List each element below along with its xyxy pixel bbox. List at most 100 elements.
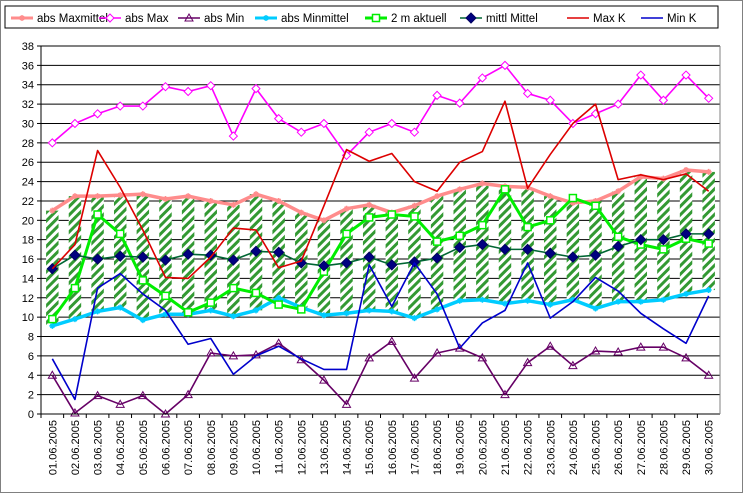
legend-item-abs-max: abs Max [99, 13, 169, 25]
point-abs-max [138, 101, 148, 111]
series-2-m-aktuell [48, 185, 713, 324]
point-abs-max [658, 95, 669, 105]
point-abs-minmittel [139, 317, 146, 324]
x-tick-label: 16.06.2005 [387, 420, 399, 475]
point-abs-maxmittel [298, 209, 305, 216]
y-tick-label: 8 [28, 332, 34, 344]
point-mittl-mittel [454, 241, 466, 254]
point-mittl-mittel [589, 249, 602, 261]
legend-item-abs-maxmittel: abs Maxmittel [11, 13, 108, 25]
point-abs-maxmittel [117, 192, 124, 199]
series-line-abs-minmittel [51, 288, 709, 328]
point-2-m-aktuell [342, 229, 351, 239]
point-abs-minmittel [547, 301, 554, 308]
y-tick-label: 14 [22, 273, 34, 285]
point-mittl-mittel [544, 247, 556, 259]
point-mittl-mittel [680, 228, 692, 240]
point-2-m-aktuell [183, 308, 193, 317]
point-mittl-mittel [499, 243, 511, 256]
point-abs-maxmittel [185, 193, 192, 200]
point-mittl-mittel [69, 249, 81, 261]
legend-swatch-marker [263, 15, 269, 21]
legend-swatch-marker [465, 12, 477, 24]
point-2-m-aktuell [387, 210, 397, 219]
y-tick-label: 24 [22, 177, 34, 189]
point-abs-min [590, 346, 601, 355]
point-abs-maxmittel [162, 196, 169, 203]
legend-label: mittl Mittel [486, 13, 538, 25]
point-abs-max [387, 118, 397, 129]
point-abs-max [319, 118, 329, 129]
point-mittl-mittel [521, 243, 534, 256]
point-mittl-mittel [476, 238, 489, 251]
point-abs-min [183, 389, 193, 399]
x-tick-label: 24.06.2005 [568, 420, 580, 475]
point-2-m-aktuell [478, 220, 487, 230]
point-abs-min [613, 347, 624, 356]
point-abs-minmittel [592, 305, 599, 312]
point-abs-min [522, 357, 533, 367]
point-abs-min [500, 389, 510, 399]
y-tick-label: 6 [28, 351, 34, 363]
point-abs-min [545, 341, 556, 350]
point-abs-min [681, 352, 691, 362]
point-abs-max [206, 80, 216, 91]
x-tick-label: 01.06.2005 [47, 420, 59, 475]
point-2-m-aktuell [410, 212, 419, 221]
legend-label: abs Maxmittel [37, 13, 108, 25]
point-mittl-mittel [386, 259, 398, 271]
x-tick-label: 02.06.2005 [70, 420, 82, 475]
point-abs-max [364, 127, 374, 137]
point-mittl-mittel [137, 251, 149, 263]
legend-item-min-k: Min K [641, 13, 697, 25]
point-abs-max [681, 70, 691, 80]
point-abs-min [228, 350, 239, 360]
point-abs-max [455, 98, 465, 108]
point-abs-max [160, 81, 171, 92]
legend-swatch-marker [371, 13, 381, 23]
point-mittl-mittel [567, 251, 579, 263]
point-abs-maxmittel [94, 193, 101, 200]
x-tick-label: 25.06.2005 [591, 420, 603, 475]
y-tick-label: 0 [28, 409, 34, 421]
legend: abs Maxmittel abs Max abs Min abs Minmittel… [4, 5, 719, 29]
point-abs-max [409, 127, 420, 137]
x-tick-label: 20.06.2005 [477, 420, 489, 475]
point-2-m-aktuell [591, 201, 600, 211]
point-abs-min [47, 370, 58, 379]
point-abs-maxmittel [411, 202, 418, 209]
point-abs-maxmittel [275, 197, 282, 204]
point-abs-max [251, 83, 261, 94]
x-tick-label: 10.06.2005 [251, 420, 263, 475]
point-abs-minmittel [388, 308, 395, 315]
point-abs-minmittel [683, 290, 690, 297]
point-mittl-mittel [114, 250, 126, 262]
series-abs-min [47, 336, 714, 418]
point-abs-minmittel [253, 307, 260, 314]
point-abs-maxmittel [637, 173, 644, 180]
y-tick-label: 32 [22, 99, 34, 111]
point-abs-maxmittel [230, 201, 237, 208]
point-abs-minmittel [660, 296, 667, 303]
point-abs-max [703, 93, 714, 104]
legend-swatch-marker [19, 15, 25, 21]
point-abs-maxmittel [207, 197, 214, 204]
point-abs-minmittel [569, 296, 576, 303]
point-abs-min [386, 336, 397, 345]
series-line-abs-maxmittel [51, 168, 709, 223]
y-tick-label: 38 [22, 41, 34, 53]
point-abs-max [70, 118, 80, 129]
x-tick-label: 08.06.2005 [206, 420, 218, 475]
x-tick-label: 30.06.2005 [704, 420, 716, 475]
y-tick-label: 36 [22, 60, 34, 72]
point-2-m-aktuell [206, 298, 215, 307]
legend-swatch-marker [184, 12, 194, 22]
x-tick-label: 17.06.2005 [409, 420, 421, 475]
point-abs-maxmittel [660, 175, 667, 182]
y-tick-label: 34 [22, 80, 34, 92]
point-abs-minmittel [343, 310, 350, 317]
point-abs-max [545, 95, 555, 105]
point-abs-min [70, 408, 80, 417]
legend-label: abs Min [204, 13, 244, 25]
